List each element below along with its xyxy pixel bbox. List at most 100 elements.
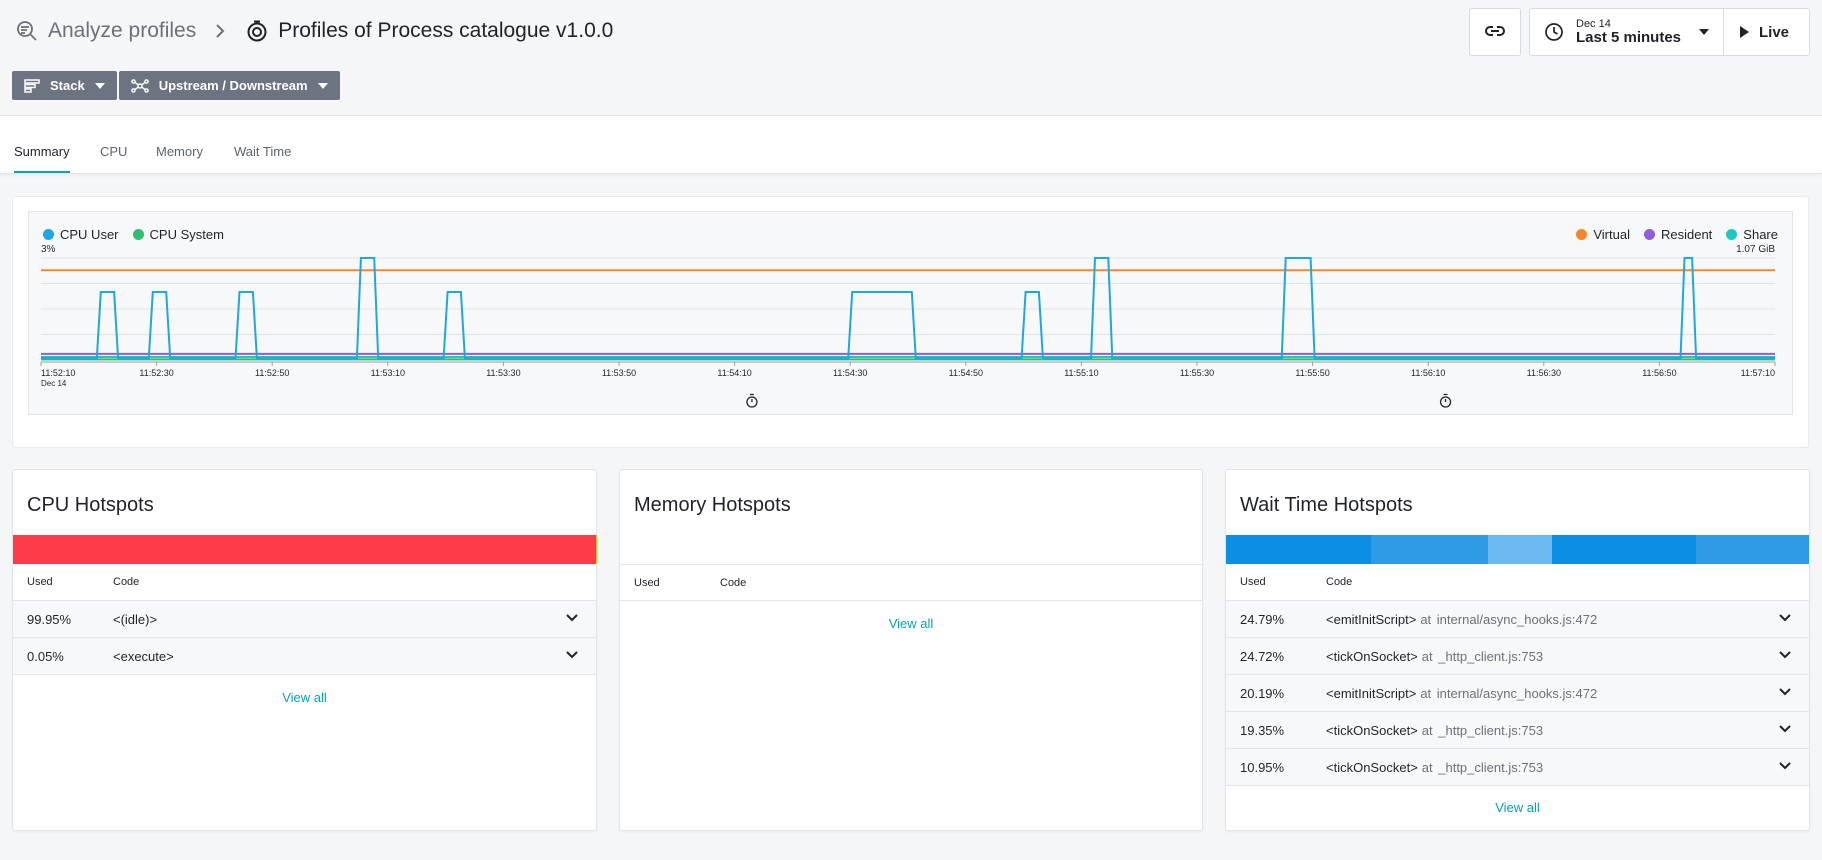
row-used: 20.19% [1240,686,1285,701]
col-code: Code [720,577,747,589]
wait-bar-segment[interactable] [1487,535,1552,564]
wait-bar-segment[interactable] [1370,535,1488,564]
breadcrumb-analyze-profiles[interactable]: Analyze profiles [48,19,197,42]
memory-hotspots-title: Memory Hotspots [634,494,791,516]
view-toolbar: Stack Upstream / Downstream [12,71,342,100]
timeframe-selector[interactable]: Dec 14 Last 5 minutes [1529,8,1724,56]
col-code: Code [113,576,140,588]
chevron-down-icon[interactable] [1779,614,1791,622]
row-code: <(idle)> [113,612,158,627]
chevron-down-icon[interactable] [566,614,578,622]
at-label: at [1421,723,1433,738]
cpu-hotspots-title: CPU Hotspots [27,494,154,516]
legend-item-cpu-system[interactable]: CPU System [132,227,224,242]
at-label: at [1420,686,1432,701]
timeseries-chart[interactable]: 3% 1.07 GiB 11:52:10 11:52:30 11:52:50 11:53:… [29,212,1792,414]
cpu-view-all-link[interactable]: View all [282,690,327,705]
stopwatch-marker-icon[interactable] [1439,393,1452,408]
table-row[interactable]: 24.72% <tickOnSocket> at _http_client.js:7… [1226,638,1809,675]
wait-view-all-link[interactable]: View all [1495,800,1540,815]
live-button[interactable]: Live [1724,8,1810,56]
chevron-down-icon[interactable] [566,651,578,659]
legend-item-cpu-user[interactable]: CPU User [43,227,119,242]
wait-bar-segment[interactable] [1551,535,1697,564]
col-used: Used [1240,576,1266,588]
upstream-downstream-dropdown-button[interactable]: Upstream / Downstream [118,71,340,100]
col-used: Used [27,576,53,588]
row-code: <tickOnSocket> at _http_client.js:753 [1326,723,1543,738]
legend-label-cpu-system: CPU System [149,227,224,242]
x-tick-label: 11:54:30 [833,368,867,378]
memory-table-header: Used Code [620,564,1202,601]
series-cpu-user [41,257,1775,360]
legend-label-share: Share [1743,227,1778,242]
x-tick-label: 11:56:50 [1642,368,1676,378]
tree-icon [130,78,149,93]
caret-down-icon [94,82,105,89]
memory-hotspots-card: Memory Hotspots Used Code View all [619,469,1203,831]
y-axis-left-label: 3% [41,244,56,255]
stopwatch-marker-icon[interactable] [746,393,758,408]
table-row[interactable]: 24.79% <emitInitScript> at internal/async_… [1226,601,1809,638]
chevron-down-icon[interactable] [1779,725,1791,733]
legend-item-virtual[interactable]: Virtual [1576,227,1630,242]
tab-cpu[interactable]: CPU [100,144,128,159]
legend-swatch-share [1726,229,1738,240]
stack-dropdown-button[interactable]: Stack [12,71,117,100]
table-row[interactable]: 20.19% <emitInitScript> at internal/async_… [1226,675,1809,712]
function-name: <emitInitScript> [1326,686,1417,701]
tab-memory[interactable]: Memory [156,144,203,159]
breadcrumb: Analyze profiles Profiles of Process cat… [14,16,613,46]
table-row[interactable]: 0.05% <execute> [13,638,596,675]
chevron-down-icon[interactable] [1779,688,1791,696]
x-tick-label: 11:56:10 [1411,368,1445,378]
link-icon [1485,25,1505,40]
legend-item-resident[interactable]: Resident [1643,227,1712,242]
x-tick-label: 11:54:50 [949,368,983,378]
at-label: at [1420,612,1432,627]
row-used: 10.95% [1240,760,1285,775]
x-tick-label: 11:53:10 [371,368,405,378]
x-tick-label: 11:57:10 [1741,368,1775,378]
wait-bar-segment[interactable] [1226,535,1371,564]
cpu-table-header: Used Code [13,564,596,601]
legend-label-cpu-user: CPU User [60,227,119,242]
copy-link-button[interactable] [1469,8,1521,56]
function-name: <tickOnSocket> [1326,760,1418,775]
chevron-down-icon[interactable] [1779,762,1791,770]
row-used: 19.35% [1240,723,1285,738]
row-code: <tickOnSocket> at _http_client.js:753 [1326,760,1543,775]
table-row[interactable]: 19.35% <tickOnSocket> at _http_client.js:7… [1226,712,1809,749]
tab-bar: Summary CPU Memory Wait Time [0,116,1822,174]
chevron-down-icon[interactable] [1779,651,1791,659]
wait-time-hotspots-card: Wait Time Hotspots Used Code 24.79% <emit… [1225,469,1810,831]
header-actions: Dec 14 Last 5 minutes Live [1469,8,1810,56]
x-tick-label: 11:52:30 [139,368,173,378]
live-label: Live [1759,23,1790,41]
legend-item-share[interactable]: Share [1726,227,1778,242]
row-used: 24.72% [1240,649,1285,664]
memory-view-all-link[interactable]: View all [888,616,934,631]
row-used: 24.79% [1240,612,1285,627]
x-tick-label: 11:53:50 [602,368,636,378]
wait-bar-segment[interactable] [1696,535,1809,564]
clock-icon [1544,22,1564,42]
source-location: internal/async_hooks.js:472 [1436,612,1598,627]
caret-down-icon [317,82,328,89]
tab-wait-time[interactable]: Wait Time [234,144,292,159]
page-title: Profiles of Process catalogue v1.0.0 [278,19,614,42]
table-row[interactable]: 99.95% <(idle)> [13,601,596,638]
table-row[interactable]: 10.95% <tickOnSocket> at _http_client.js:7… [1226,749,1809,786]
timeframe-range: Last 5 minutes [1576,28,1682,46]
row-code: <emitInitScript> at internal/async_hooks.… [1326,686,1597,701]
row-code: <emitInitScript> at internal/async_hooks.… [1326,612,1597,627]
col-code: Code [1326,576,1353,588]
tab-summary[interactable]: Summary [14,144,70,173]
wait-table-header: Used Code [1226,564,1809,601]
x-tick-label: 11:52:10 [41,368,75,378]
cpu-bar-segment[interactable] [13,535,596,564]
page-header: Analyze profiles Profiles of Process cat… [0,0,1822,116]
at-label: at [1421,649,1433,664]
summary-chart-card: CPU User CPU System Virtual Resident Sha… [12,196,1809,448]
upstream-downstream-label: Upstream / Downstream [158,78,308,93]
